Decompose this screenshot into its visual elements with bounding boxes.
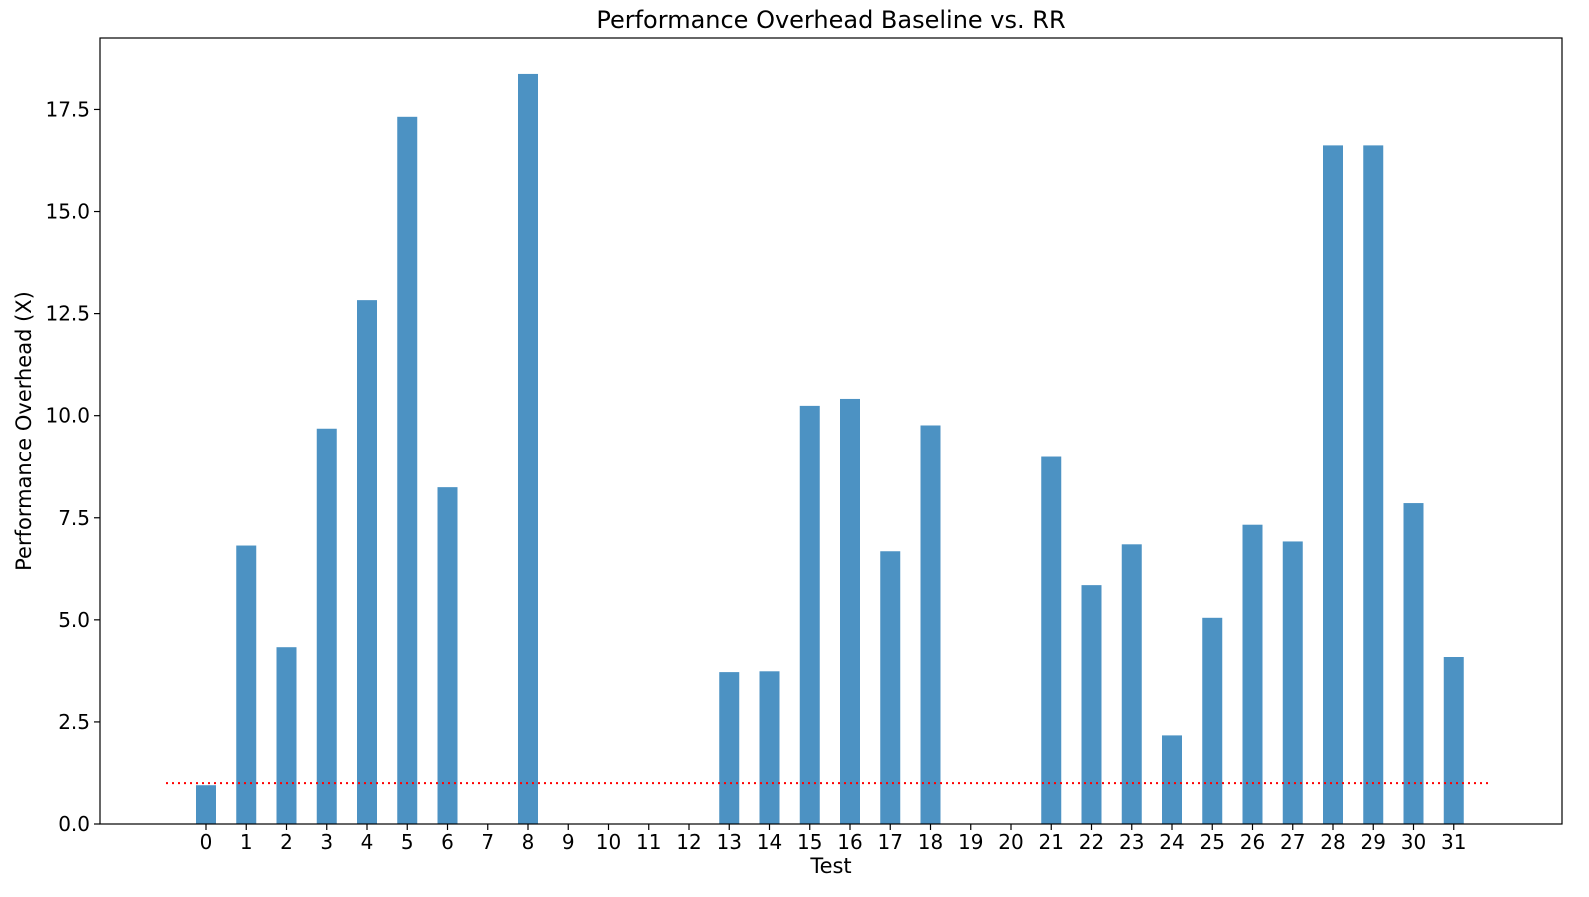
bar-test-26 xyxy=(1242,524,1263,824)
y-tick-label: 10.0 xyxy=(45,404,90,428)
x-tick-label: 2 xyxy=(280,830,293,854)
bar-test-27 xyxy=(1282,541,1303,824)
y-tick-label: 17.5 xyxy=(45,97,90,121)
bar-test-21 xyxy=(1041,456,1062,824)
x-tick-label: 11 xyxy=(636,830,661,854)
bar-test-2 xyxy=(276,647,297,824)
y-tick-label: 5.0 xyxy=(58,608,90,632)
x-tick-label: 31 xyxy=(1441,830,1466,854)
x-tick-label: 20 xyxy=(998,830,1023,854)
x-tick-label: 0 xyxy=(200,830,213,854)
x-tick-label: 23 xyxy=(1119,830,1144,854)
bar-test-23 xyxy=(1121,544,1142,824)
x-tick-label: 8 xyxy=(522,830,535,854)
x-tick-label: 1 xyxy=(240,830,253,854)
x-tick-label: 9 xyxy=(562,830,575,854)
bar-test-6 xyxy=(437,487,458,824)
y-tick-label: 2.5 xyxy=(58,710,90,734)
x-axis-ticks: 0 1 2 3 4 5 6 7 8 9 10 11 12 13 14 15 16 17 18 19 20 21 22 23 24… xyxy=(200,824,1466,854)
x-tick-label: 7 xyxy=(481,830,494,854)
bar-test-14 xyxy=(759,671,780,824)
x-tick-label: 19 xyxy=(958,830,983,854)
x-tick-label: 21 xyxy=(1039,830,1064,854)
x-tick-label: 22 xyxy=(1079,830,1104,854)
bar-test-5 xyxy=(397,116,418,825)
bar-test-31 xyxy=(1443,657,1464,824)
y-tick-label: 0.0 xyxy=(58,812,90,836)
x-tick-label: 6 xyxy=(441,830,454,854)
bar-test-1 xyxy=(236,545,257,824)
bar-test-29 xyxy=(1363,145,1384,824)
y-tick-label: 7.5 xyxy=(58,506,90,530)
bar-test-16 xyxy=(840,398,860,824)
x-tick-label: 4 xyxy=(361,830,374,854)
bar-test-15 xyxy=(799,405,820,824)
bar-test-17 xyxy=(880,551,901,824)
y-tick-label: 15.0 xyxy=(45,200,90,224)
chart-title: Performance Overhead Baseline vs. RR xyxy=(596,6,1065,34)
bar-test-28 xyxy=(1323,145,1343,824)
bar-test-4 xyxy=(357,300,377,824)
bar-test-0 xyxy=(196,785,216,824)
bar-test-18 xyxy=(920,425,941,824)
bar-test-22 xyxy=(1081,585,1102,824)
x-tick-label: 16 xyxy=(837,830,862,854)
x-tick-label: 30 xyxy=(1401,830,1426,854)
x-tick-label: 24 xyxy=(1159,830,1184,854)
x-tick-label: 3 xyxy=(320,830,333,854)
plot-frame xyxy=(99,37,1563,825)
bar-test-25 xyxy=(1202,617,1223,824)
x-tick-label: 12 xyxy=(676,830,701,854)
y-tick-label: 12.5 xyxy=(45,302,90,326)
x-tick-label: 25 xyxy=(1200,830,1225,854)
x-tick-label: 17 xyxy=(878,830,903,854)
y-axis-label: Performance Overhead (X) xyxy=(12,291,36,571)
bars-group xyxy=(196,73,1464,825)
bar-test-30 xyxy=(1403,503,1424,824)
x-axis-label: Test xyxy=(809,854,851,878)
bar-test-24 xyxy=(1162,735,1182,824)
bar-test-13 xyxy=(719,672,740,824)
y-axis-ticks: 0.0 2.5 5.0 7.5 10.0 12.5 15.0 17.5 xyxy=(45,97,100,836)
bar-test-8 xyxy=(518,73,538,825)
x-tick-label: 14 xyxy=(757,830,782,854)
x-tick-label: 10 xyxy=(596,830,621,854)
x-tick-label: 27 xyxy=(1280,830,1305,854)
x-tick-label: 13 xyxy=(717,830,742,854)
x-tick-label: 15 xyxy=(797,830,822,854)
x-tick-label: 18 xyxy=(918,830,943,854)
bar-test-3 xyxy=(316,428,337,824)
x-tick-label: 28 xyxy=(1320,830,1345,854)
x-tick-label: 5 xyxy=(401,830,414,854)
x-tick-label: 26 xyxy=(1240,830,1265,854)
x-tick-label: 29 xyxy=(1361,830,1386,854)
